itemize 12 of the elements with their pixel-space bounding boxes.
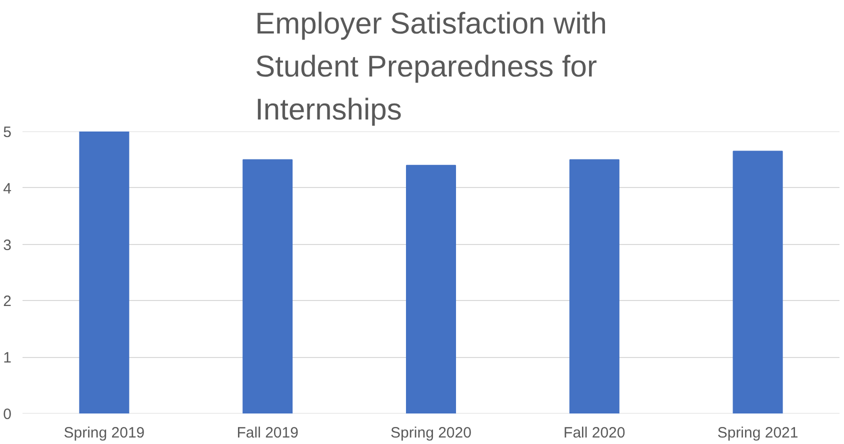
x-tick-label: Spring 2019 <box>64 424 145 442</box>
y-tick-label: 0 <box>3 406 12 423</box>
x-tick-label: Spring 2021 <box>717 424 798 442</box>
y-tick-label: 5 <box>3 124 12 141</box>
y-tick-label: 1 <box>3 350 12 367</box>
chart-title: Employer Satisfaction with Student Preparedness for Internships <box>255 8 607 126</box>
y-tick-label: 2 <box>3 293 12 310</box>
x-tick-label: Fall 2020 <box>564 424 626 442</box>
y-tick-label: 3 <box>3 236 12 254</box>
y-tick-label: 4 <box>3 180 12 198</box>
x-tick-label: Spring 2020 <box>390 424 472 442</box>
x-tick-label: Fall 2019 <box>236 424 298 442</box>
